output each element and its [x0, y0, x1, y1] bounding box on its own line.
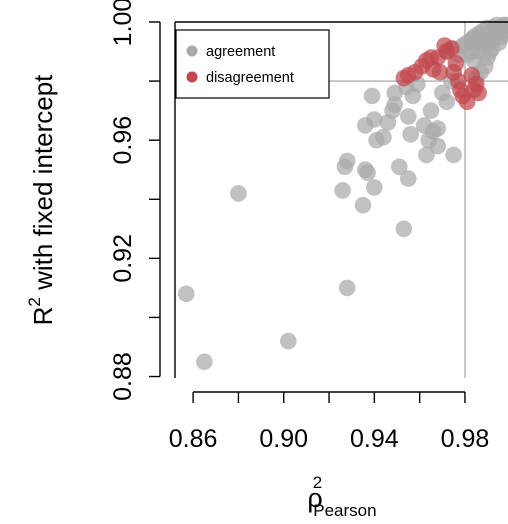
y-tick-label: 0.88 — [109, 352, 137, 401]
disagreement-point — [436, 37, 453, 54]
legend-disagreement-marker — [186, 71, 198, 83]
disagreement-point — [470, 84, 487, 102]
legend: agreement disagreement — [175, 29, 330, 99]
legend-agreement-marker — [186, 45, 198, 57]
agreement-point — [400, 108, 417, 125]
agreement-point — [386, 96, 404, 113]
agreement-point — [418, 146, 435, 164]
agreement-point — [359, 164, 376, 181]
y-axis: 0.88 0.92 0.96 1.00 — [109, 0, 161, 401]
agreement-point — [280, 332, 297, 350]
agreement-point — [429, 120, 447, 137]
y-tick-label: 1.00 — [109, 0, 137, 46]
x-axis: 0.86 0.90 0.94 0.98 — [169, 391, 490, 453]
agreement-point — [429, 137, 447, 155]
agreement-points — [178, 16, 508, 371]
agreement-point — [338, 279, 356, 297]
disagreement-point — [463, 66, 481, 84]
agreement-point — [363, 87, 381, 105]
x-tick-label: 0.94 — [350, 425, 399, 453]
y-tick-label: 0.96 — [109, 116, 137, 165]
x-tick-label: 0.98 — [441, 425, 490, 453]
legend-agreement-label: agreement — [206, 44, 275, 60]
agreement-point — [366, 111, 383, 128]
x-axis-title: ρ2 Pearson — [307, 473, 376, 520]
disagreement-point — [431, 63, 449, 81]
disagreement-point — [447, 55, 465, 72]
agreement-point — [402, 126, 419, 143]
y-axis-title: R2 with fixed intercept — [25, 74, 58, 326]
agreement-point — [334, 182, 351, 199]
agreement-point — [196, 353, 213, 371]
y-tick-label: 0.92 — [109, 234, 137, 283]
legend-box — [175, 29, 330, 99]
agreement-point — [422, 102, 440, 119]
agreement-point — [483, 40, 501, 57]
x-tick-label: 0.90 — [259, 425, 308, 453]
agreement-point — [400, 170, 417, 187]
legend-disagreement-label: disagreement — [206, 70, 294, 86]
agreement-point — [497, 16, 508, 34]
agreement-point — [445, 146, 462, 164]
agreement-point — [395, 220, 413, 238]
agreement-point — [178, 285, 195, 303]
agreement-point — [366, 179, 383, 196]
agreement-point — [230, 185, 247, 202]
agreement-point — [338, 152, 356, 170]
disagreement-points — [395, 37, 487, 111]
agreement-point — [354, 196, 372, 214]
x-tick-label: 0.86 — [169, 425, 218, 453]
agreement-point — [375, 128, 392, 146]
agreement-point — [391, 158, 408, 176]
agreement-point — [438, 93, 456, 111]
